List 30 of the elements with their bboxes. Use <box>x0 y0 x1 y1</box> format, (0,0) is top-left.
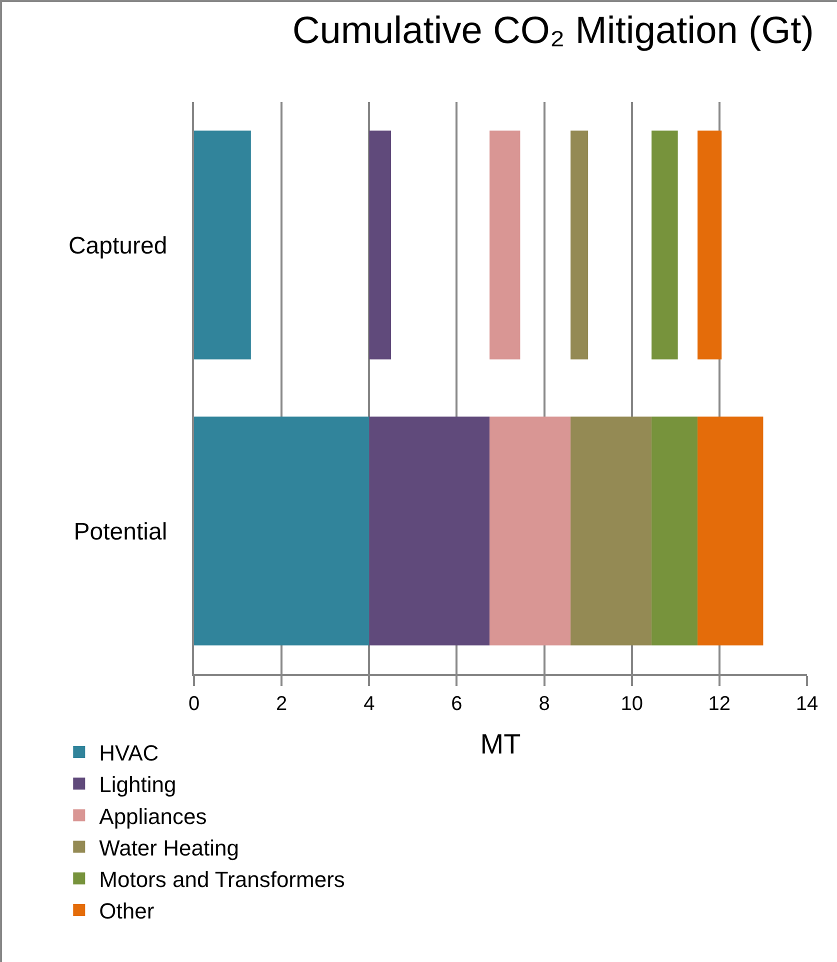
bar <box>570 130 588 360</box>
x-tick-label: 6 <box>451 693 462 715</box>
legend-label: Other <box>99 898 154 924</box>
x-axis-title: MT <box>480 728 521 760</box>
x-tick-label: 8 <box>538 693 550 715</box>
legend-label: HVAC <box>99 740 159 766</box>
bar <box>652 130 678 360</box>
x-tick-label: 12 <box>708 693 731 715</box>
bar <box>194 130 251 360</box>
x-tick-label: 0 <box>188 693 200 715</box>
bar <box>490 416 571 646</box>
chart-title: Cumulative CO₂ Mitigation (Gt) <box>292 10 814 52</box>
bar <box>652 416 698 646</box>
bar <box>698 130 722 360</box>
bar <box>570 416 652 646</box>
x-tick-label: 14 <box>796 693 818 715</box>
y-tick-label: Potential <box>74 518 168 546</box>
bar <box>194 416 370 646</box>
bar <box>698 416 764 646</box>
legend-label: Lighting <box>99 772 176 798</box>
x-tick-label: 4 <box>364 693 375 715</box>
bar <box>490 130 520 360</box>
x-tick-label: 10 <box>620 693 643 715</box>
y-tick-label: Captured <box>68 232 168 260</box>
bar <box>369 416 490 646</box>
legend-label: Motors and Transformers <box>99 866 345 892</box>
bar <box>369 130 392 360</box>
x-tick-label: 2 <box>276 693 288 715</box>
legend-label: Water Heating <box>99 835 239 860</box>
legend-label: Appliances <box>99 804 207 829</box>
